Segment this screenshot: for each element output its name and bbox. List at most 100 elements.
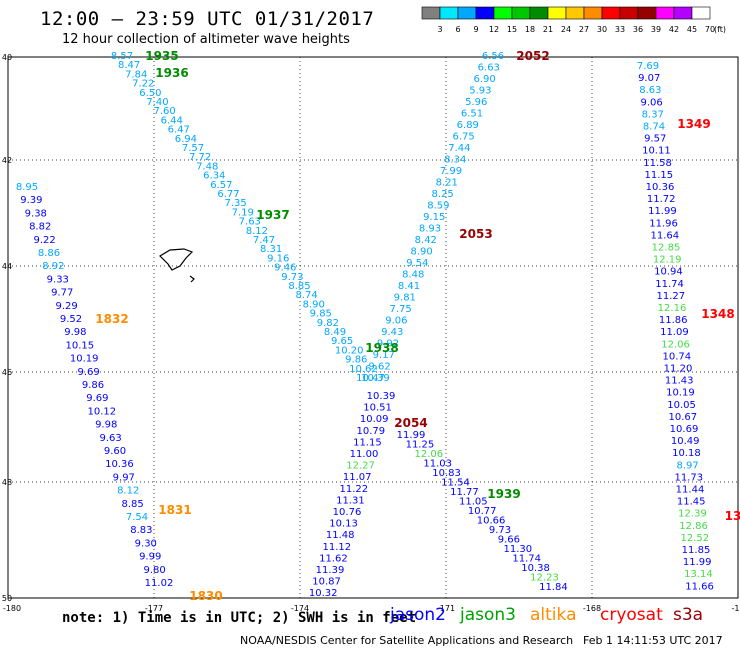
wave-height-value-b: 8.25 <box>431 189 453 200</box>
pass-time-label: 2054 <box>394 416 427 430</box>
wave-height-value-c: 8.95 <box>16 182 38 193</box>
wave-height-value-d: 11.07 <box>343 472 372 483</box>
satellite-jason3: jason3 <box>460 605 516 625</box>
wave-height-value-a: 8.49 <box>324 327 346 338</box>
lon-label: -180 <box>3 604 21 613</box>
wave-height-value-e: 12.06 <box>414 449 443 460</box>
wave-height-value-f: 9.06 <box>640 97 662 108</box>
wave-height-value-e: 12.23 <box>530 573 559 584</box>
wave-height-value-f: 11.85 <box>682 545 711 556</box>
wave-height-value-c: 11.02 <box>145 578 174 589</box>
wave-height-value-b: 9.62 <box>368 362 390 373</box>
wave-height-value-e: 9.73 <box>489 525 511 536</box>
pass-time-label: 1830 <box>189 589 222 603</box>
wave-height-value-f: 13.14 <box>684 569 713 580</box>
wave-height-value-d: 11.31 <box>336 495 365 506</box>
wave-height-value-b: 9.92 <box>377 339 399 350</box>
wave-height-value-f: 10.11 <box>642 146 671 157</box>
wave-height-value-a: 7.72 <box>189 152 211 163</box>
wave-height-value-d: 11.39 <box>316 565 345 576</box>
wave-height-value-c: 9.69 <box>77 367 99 378</box>
wave-height-value-d: 11.22 <box>339 484 368 495</box>
wave-height-value-a: 7.40 <box>146 97 168 108</box>
wave-height-value-a: 8.74 <box>295 290 317 301</box>
wave-height-value-e: 10.83 <box>432 468 461 479</box>
wave-height-value-b: 5.96 <box>465 97 487 108</box>
wave-height-value-f: 8.97 <box>676 460 698 471</box>
wave-height-value-f: 8.74 <box>643 122 665 133</box>
wave-height-value-f: 11.45 <box>677 497 706 508</box>
wave-height-value-c: 8.86 <box>38 248 60 259</box>
wave-height-value-f: 8.63 <box>639 85 661 96</box>
wave-height-value-d: 10.13 <box>329 519 358 530</box>
wave-height-value-c: 9.80 <box>143 565 165 576</box>
wave-height-value-f: 7.69 <box>637 61 659 72</box>
wave-height-value-a: 8.90 <box>303 299 325 310</box>
wave-height-value-f: 11.72 <box>647 194 676 205</box>
wave-height-value-e: 11.74 <box>512 554 541 565</box>
satellite-jason2: jason2 <box>390 605 446 625</box>
wave-height-value-c: 9.97 <box>113 472 135 483</box>
wave-height-value-c: 9.38 <box>25 208 47 219</box>
wave-height-value-e: 9.66 <box>498 535 520 546</box>
pass-time-label: 2052 <box>516 49 549 63</box>
wave-height-value-b: 9.15 <box>423 212 445 223</box>
pass-time-label: 2053 <box>459 227 492 241</box>
wave-height-value-e: 11.05 <box>459 497 488 508</box>
wave-height-value-d: 11.48 <box>326 530 355 541</box>
wave-height-value-c: 9.29 <box>55 301 77 312</box>
wave-height-value-a: 7.22 <box>132 79 154 90</box>
wave-height-value-b: 6.56 <box>482 51 504 62</box>
wave-height-value-f: 12.16 <box>658 303 687 314</box>
wave-height-value-f: 11.66 <box>685 581 714 592</box>
wave-height-value-d: 10.09 <box>360 414 389 425</box>
wave-height-value-a: 9.86 <box>345 355 367 366</box>
wave-height-value-b: 9.54 <box>406 258 428 269</box>
wave-height-value-a: 9.16 <box>267 253 289 264</box>
wave-height-value-f: 11.58 <box>643 158 672 169</box>
lat-label: 48 <box>2 478 12 487</box>
map-frame <box>7 56 739 599</box>
wave-height-value-f: 11.96 <box>649 218 678 229</box>
wave-height-value-c: 10.36 <box>105 459 134 470</box>
wave-height-value-f: 11.44 <box>676 485 705 496</box>
wave-height-value-b: 6.63 <box>478 63 500 74</box>
wave-height-value-a: 9.46 <box>274 263 296 274</box>
legend-swatch <box>691 6 711 20</box>
legend-label: 70 <box>705 25 715 34</box>
wave-height-value-f: 10.49 <box>671 436 700 447</box>
wave-height-value-f: 12.52 <box>680 533 709 544</box>
wave-height-value-a: 8.85 <box>288 281 310 292</box>
credit-line: NOAA/NESDIS Center for Satellite Applica… <box>240 634 574 647</box>
wave-height-value-a: 10.62 <box>349 364 378 375</box>
legend-label: 15 <box>507 25 517 34</box>
wave-height-value-d: 10.39 <box>367 391 396 402</box>
legend-label: 18 <box>525 25 535 34</box>
wave-height-value-f: 10.18 <box>672 448 701 459</box>
wave-height-value-f: 10.67 <box>668 412 697 423</box>
wave-height-value-f: 12.19 <box>653 255 682 266</box>
wave-height-value-c: 10.15 <box>65 340 94 351</box>
wave-height-value-a: 6.94 <box>175 134 197 145</box>
wave-height-value-a: 6.34 <box>203 171 225 182</box>
wave-height-value-d: 10.76 <box>333 507 362 518</box>
wave-height-value-b: 8.21 <box>436 178 458 189</box>
wave-height-value-a: 7.48 <box>196 161 218 172</box>
wave-height-value-f: 10.05 <box>667 400 696 411</box>
pass-time-label: 1935 <box>145 49 178 63</box>
wave-height-value-f: 10.94 <box>654 267 683 278</box>
satellite-s3a: s3a <box>673 605 704 625</box>
wave-height-value-c: 9.52 <box>60 314 82 325</box>
wave-height-value-b: 8.90 <box>410 247 432 258</box>
wave-height-value-d: 10.79 <box>356 426 385 437</box>
wave-height-value-a: 10.47 <box>356 373 385 384</box>
wave-height-value-a: 7.63 <box>239 217 261 228</box>
wave-height-value-f: 11.74 <box>655 279 684 290</box>
lat-label: 50 <box>2 594 12 603</box>
lat-label: 40 <box>2 53 12 62</box>
wave-height-value-f: 12.85 <box>652 243 681 254</box>
wave-height-value-a: 6.77 <box>217 189 239 200</box>
wave-height-value-f: 11.64 <box>650 230 679 241</box>
legend-unit: (ft) <box>714 25 726 34</box>
wave-height-value-e: 11.54 <box>441 478 470 489</box>
